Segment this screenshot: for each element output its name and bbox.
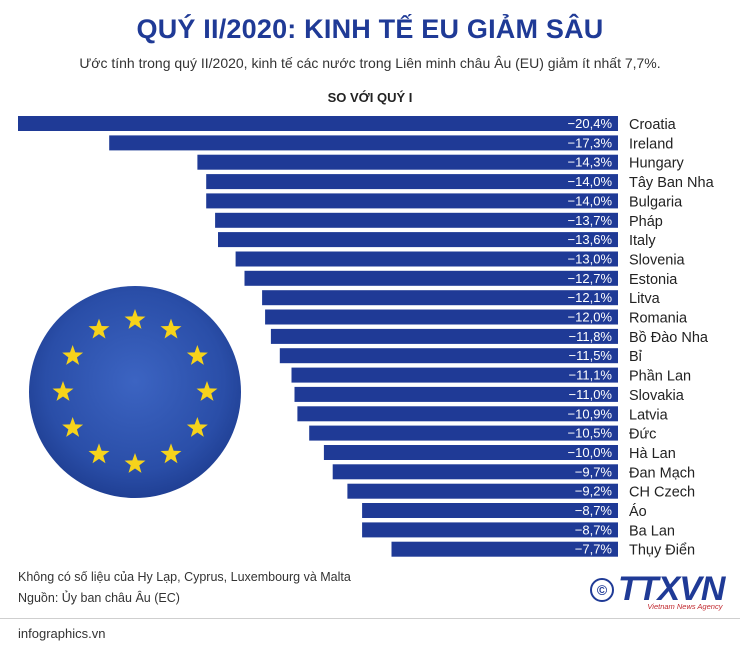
category-label: Áo	[629, 503, 647, 520]
bar-value-label: −14,0%	[568, 193, 613, 208]
category-label: Croatia	[629, 117, 677, 133]
bar-value-label: −9,2%	[575, 484, 613, 499]
bar-value-label: −10,0%	[568, 445, 613, 460]
bar-19	[347, 483, 618, 499]
bar-20	[362, 503, 618, 518]
category-label: Estonia	[629, 272, 678, 288]
bar-14	[294, 386, 618, 402]
bar-value-label: −9,7%	[575, 464, 613, 479]
bar-value-label: −11,8%	[569, 329, 613, 344]
bar-value-label: −20,4%	[568, 116, 613, 131]
eu-star-icon	[124, 309, 146, 329]
bar-15	[297, 406, 618, 422]
bar-2	[197, 154, 618, 170]
category-label: Ba Lan	[629, 523, 675, 539]
eu-star-icon	[160, 318, 182, 339]
bar-13	[291, 367, 618, 383]
category-label: Slovakia	[629, 388, 685, 404]
category-label: Hungary	[629, 156, 685, 172]
bar-1	[109, 135, 618, 151]
bar-value-label: −12,0%	[568, 310, 613, 325]
category-label: Bồ Đào Nha	[629, 330, 709, 346]
bar-3	[206, 174, 618, 190]
bar-10	[265, 309, 618, 325]
ttxvn-logo: TTXVN Vietnam News Agency	[618, 570, 725, 611]
category-label: Hà Lan	[629, 446, 676, 462]
bar-17	[323, 445, 618, 460]
bar-value-label: −8,7%	[575, 503, 613, 518]
bar-11	[270, 328, 618, 344]
eu-star-icon	[62, 417, 84, 437]
category-label: Bỉ	[629, 349, 643, 365]
eu-flag-icon	[29, 286, 241, 498]
category-label: Đức	[629, 427, 656, 443]
bar-value-label: −14,0%	[568, 174, 613, 189]
category-label: CH Czech	[629, 485, 695, 501]
bar-value-label: −12,1%	[568, 290, 613, 305]
eu-star-icon	[52, 381, 74, 401]
bar-value-label: −12,7%	[568, 271, 613, 286]
category-label: Ireland	[629, 136, 673, 152]
eu-star-icon	[186, 345, 208, 365]
bar-value-label: −10,9%	[568, 406, 613, 421]
bar-7	[235, 251, 618, 267]
bar-value-label: −10,5%	[568, 426, 613, 441]
bar-value-label: −17,3%	[568, 135, 613, 150]
category-label: Đan Mạch	[629, 465, 695, 481]
source-credit: Nguồn: Ủy ban châu Âu (EC)	[18, 591, 180, 605]
bar-value-label: −8,7%	[575, 522, 613, 537]
category-label: Bulgaria	[629, 194, 683, 210]
bar-21	[362, 522, 618, 538]
eu-star-icon	[62, 345, 84, 365]
bar-chart: −20,4% Croatia −17,3% Ireland −14,3% Hungary −…	[18, 116, 715, 559]
bar-value-label: −13,6%	[568, 232, 613, 247]
chart-section-label: SO VỚI QUÝ I	[327, 90, 413, 105]
category-label: Slovenia	[629, 253, 686, 269]
eu-star-icon	[186, 417, 208, 437]
bar-12	[279, 348, 618, 364]
category-label: Phần Lan	[629, 369, 691, 385]
page-title: QUÝ II/2020: KINH TẾ EU GIẢM SÂU	[136, 14, 604, 44]
bar-6	[218, 232, 618, 248]
eu-star-icon	[88, 443, 110, 464]
eu-star-icon	[196, 381, 218, 401]
bar-value-label: −7,7%	[575, 542, 613, 557]
bar-16	[309, 425, 618, 441]
category-label: Italy	[629, 233, 656, 249]
copyright-icon: ©	[590, 578, 614, 602]
bar-0	[18, 116, 618, 131]
logo-text: TTXVN	[618, 570, 725, 608]
bar-value-label: −13,0%	[568, 252, 613, 267]
bar-18	[332, 464, 618, 480]
eu-star-icon	[124, 453, 146, 473]
eu-star-icon	[88, 318, 110, 339]
footer-divider	[0, 618, 740, 619]
footer-site: infographics.vn	[18, 626, 106, 641]
bar-value-label: −11,5%	[569, 348, 613, 363]
bar-22	[391, 541, 618, 557]
bar-value-label: −11,0%	[569, 387, 613, 402]
category-label: Romania	[629, 311, 688, 327]
logo-tagline: Vietnam News Agency	[647, 602, 723, 611]
category-label: Thụy Điển	[629, 543, 695, 559]
eu-flag-disc	[29, 286, 241, 498]
category-label: Tây Ban Nha	[629, 175, 715, 191]
bar-value-label: −11,1%	[569, 368, 613, 383]
category-label: Litva	[629, 291, 661, 307]
bar-9	[262, 290, 618, 306]
page-subtitle: Ước tính trong quý II/2020, kinh tế các …	[79, 55, 661, 71]
bar-value-label: −14,3%	[568, 155, 613, 170]
bar-4	[206, 193, 618, 209]
bar-8	[244, 270, 618, 286]
category-label: Pháp	[629, 214, 663, 230]
data-note: Không có số liệu của Hy Lạp, Cyprus, Lux…	[18, 570, 351, 584]
eu-star-icon	[160, 443, 182, 464]
category-label: Latvia	[629, 407, 669, 423]
bar-value-label: −13,7%	[568, 213, 613, 228]
bar-5	[215, 212, 618, 228]
